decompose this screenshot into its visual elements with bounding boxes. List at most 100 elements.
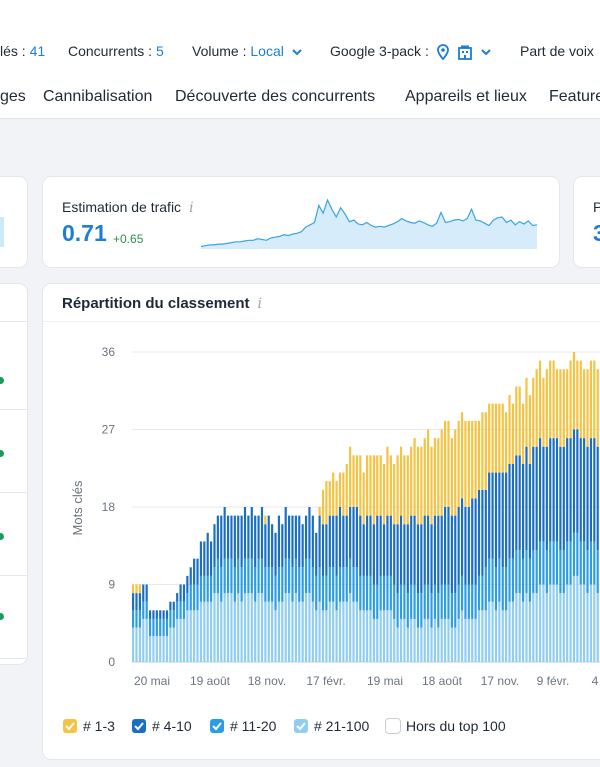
bar-segment [403, 618, 406, 662]
competitors-filter[interactable]: Concurrents : 5 [68, 43, 164, 59]
bar-segment [159, 610, 162, 619]
bar-segment [566, 584, 569, 662]
bar-segment [220, 515, 223, 568]
bar-segment [494, 610, 498, 662]
bar-segment [433, 438, 437, 516]
bar-segment [162, 618, 165, 637]
keywords-filter[interactable]: lés : 41 [0, 43, 45, 59]
bar-segment [454, 515, 457, 594]
bar-segment [437, 627, 440, 662]
bar-segment [491, 472, 494, 559]
bar-segment [566, 541, 569, 585]
bar-segment [423, 515, 426, 585]
bar-segment [433, 618, 437, 662]
tab-devices-locations[interactable]: Appareils et lieux [405, 88, 527, 105]
google-3pack-filter[interactable]: Google 3-pack : [330, 43, 491, 61]
tab-competitor-discovery[interactable]: Découverte des concurrents [175, 88, 376, 105]
bar-segment [416, 524, 420, 594]
bar-segment [464, 420, 467, 507]
bar-segment [420, 524, 423, 594]
bar-segment [321, 575, 325, 611]
bar-segment [433, 584, 437, 619]
bar-segment [440, 515, 443, 585]
bar-segment [243, 593, 247, 662]
bar-segment [271, 567, 274, 602]
bar-segment [359, 455, 362, 516]
competitors-filter-value: 5 [155, 43, 164, 59]
bar-segment [542, 446, 545, 542]
checkbox-checked-icon [132, 719, 146, 733]
bar-segment [471, 498, 474, 585]
bar-segment [562, 550, 565, 594]
bar-segment [569, 584, 572, 662]
bar-segment [379, 610, 382, 662]
bar-segment [362, 524, 365, 576]
keywords-filter-value: 41 [29, 43, 46, 59]
bar-segment [586, 550, 589, 594]
bar-segment [416, 593, 420, 628]
bar-segment [291, 515, 294, 568]
info-icon[interactable]: i [257, 296, 263, 312]
bar-segment [389, 515, 392, 576]
bar-segment [535, 550, 538, 594]
bar-segment [396, 455, 399, 525]
volume-filter[interactable]: Volume : Local [192, 43, 302, 59]
bar-segment [165, 618, 169, 637]
bar-segment [148, 610, 152, 619]
bar-segment [257, 515, 260, 559]
bar-segment [382, 463, 386, 525]
bar-segment [420, 593, 423, 628]
bar-segment [288, 558, 291, 594]
bar-segment [355, 507, 359, 568]
bar-segment [403, 584, 406, 619]
bar-segment [250, 558, 253, 594]
bar-segment [501, 403, 504, 473]
bar-segment [345, 463, 348, 516]
info-icon[interactable]: i [189, 200, 194, 216]
traffic-estimation-card: Estimation de trafic i 0.71 +0.65 [43, 177, 559, 267]
bar-segment [389, 455, 392, 516]
bar-segment [515, 550, 518, 594]
share-of-voice-filter[interactable]: Part de voix [520, 43, 594, 59]
y-tick-label: 27 [102, 423, 116, 437]
bar-segment [332, 472, 335, 516]
bar-segment [457, 618, 460, 662]
bar-segment [525, 377, 528, 447]
bar-segment [403, 455, 406, 525]
bar-segment [549, 360, 552, 439]
bar-segment [511, 403, 515, 464]
bar-segment [423, 584, 426, 619]
bar-segment [335, 515, 338, 576]
bar-segment [281, 601, 284, 662]
bar-segment [481, 610, 484, 662]
tab-cannibalisation[interactable]: Cannibalisation [43, 88, 153, 105]
bar-segment [240, 515, 243, 568]
bar-segment [304, 593, 308, 662]
bar-segment [328, 481, 331, 516]
bar-segment [447, 584, 450, 619]
bar-segment [379, 575, 382, 611]
bar-segment [518, 550, 521, 594]
bar-segment [454, 627, 457, 662]
bar-segment [474, 498, 477, 585]
bar-segment [559, 446, 562, 551]
bar-segment [298, 567, 301, 602]
bar-segment [491, 601, 494, 662]
bar-segment [243, 507, 247, 559]
bar-segment [342, 472, 345, 516]
bar-segment [522, 403, 525, 464]
bar-segment [254, 601, 257, 662]
bar-segment [152, 636, 155, 662]
bar-segment [440, 429, 443, 516]
bar-segment [399, 584, 403, 619]
tab-pages[interactable]: ges [0, 88, 26, 105]
bar-segment [203, 541, 206, 576]
y-axis-label: Mots clés [70, 480, 85, 535]
tab-features[interactable]: Feature [549, 88, 600, 105]
bar-segment [155, 636, 158, 662]
bar-segment [321, 610, 325, 662]
bar-segment [355, 601, 359, 662]
google-3pack-label: Google 3-pack : [330, 43, 433, 59]
bar-segment [596, 550, 599, 594]
bar-segment [386, 575, 389, 611]
